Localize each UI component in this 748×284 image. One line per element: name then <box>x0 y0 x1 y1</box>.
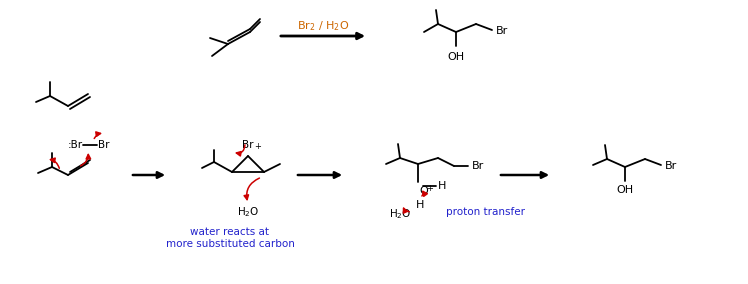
Text: Br: Br <box>98 140 109 150</box>
Text: +: + <box>426 184 433 193</box>
Text: H: H <box>438 181 447 191</box>
Text: Br: Br <box>665 161 677 171</box>
Text: H$_2$O: H$_2$O <box>237 205 260 219</box>
Text: +: + <box>254 142 261 151</box>
Text: Br$_2$ / H$_2$O: Br$_2$ / H$_2$O <box>297 19 349 33</box>
Text: OH: OH <box>616 185 634 195</box>
Text: Br: Br <box>242 140 254 150</box>
Text: proton transfer: proton transfer <box>446 207 525 217</box>
Text: H$_2$O: H$_2$O <box>389 207 411 221</box>
Text: :Br: :Br <box>68 140 83 150</box>
Text: water reacts at: water reacts at <box>191 227 269 237</box>
Text: Br: Br <box>496 26 508 36</box>
Text: more substituted carbon: more substituted carbon <box>165 239 295 249</box>
Text: O: O <box>419 186 428 196</box>
Text: OH: OH <box>447 52 465 62</box>
Text: Br: Br <box>472 161 484 171</box>
Text: H: H <box>416 200 424 210</box>
